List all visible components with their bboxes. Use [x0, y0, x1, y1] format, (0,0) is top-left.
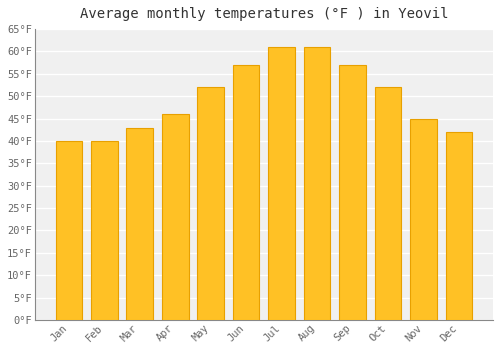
Bar — [198, 87, 224, 320]
Bar — [126, 127, 153, 320]
Bar — [91, 141, 118, 320]
Bar — [162, 114, 188, 320]
Bar — [233, 65, 260, 320]
Bar — [374, 87, 402, 320]
Bar — [56, 141, 82, 320]
Bar — [268, 47, 295, 320]
Title: Average monthly temperatures (°F ) in Yeovil: Average monthly temperatures (°F ) in Ye… — [80, 7, 448, 21]
Bar — [410, 119, 437, 320]
Bar — [446, 132, 472, 320]
Bar — [304, 47, 330, 320]
Bar — [339, 65, 366, 320]
